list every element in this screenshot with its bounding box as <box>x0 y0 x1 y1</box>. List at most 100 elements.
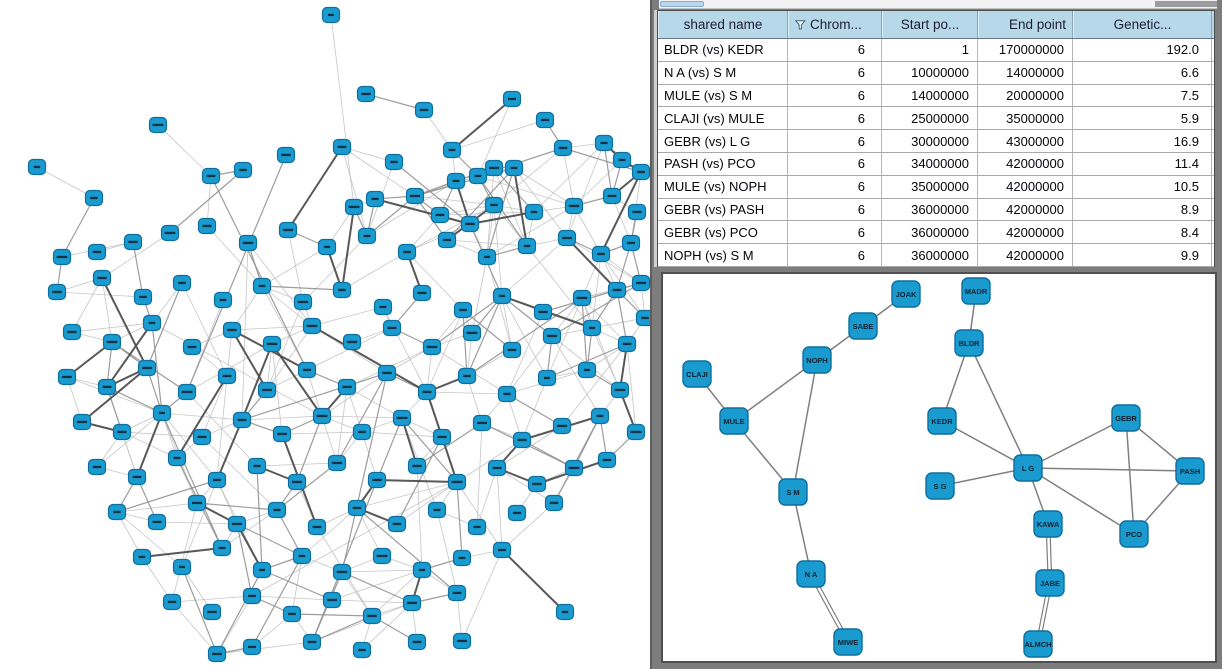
network-node[interactable] <box>57 368 77 386</box>
network-node[interactable] <box>453 301 473 319</box>
network-node[interactable] <box>242 587 262 605</box>
network-node[interactable] <box>564 197 584 215</box>
network-node[interactable] <box>227 515 247 533</box>
network-node[interactable] <box>327 454 347 472</box>
network-node[interactable] <box>257 381 277 399</box>
network-node-miwe[interactable]: MIWE <box>833 628 863 656</box>
network-node[interactable] <box>87 243 107 261</box>
network-node-gebr[interactable]: GEBR <box>1111 404 1141 432</box>
network-node[interactable] <box>484 196 504 214</box>
network-node[interactable] <box>502 341 522 359</box>
network-node[interactable] <box>627 203 647 221</box>
network-node[interactable] <box>460 215 480 233</box>
network-node[interactable] <box>533 303 553 321</box>
network-node[interactable] <box>377 364 397 382</box>
network-node[interactable] <box>553 139 573 157</box>
network-node[interactable] <box>597 451 617 469</box>
network-node[interactable] <box>621 234 641 252</box>
network-node[interactable] <box>442 141 462 159</box>
network-node[interactable] <box>492 287 512 305</box>
network-node[interactable] <box>276 146 296 164</box>
network-node[interactable] <box>467 518 487 536</box>
filter-funnel-icon[interactable] <box>795 19 806 30</box>
network-node[interactable] <box>414 101 434 119</box>
network-node[interactable] <box>133 288 153 306</box>
network-node[interactable] <box>167 449 187 467</box>
network-node[interactable] <box>287 473 307 491</box>
table-row[interactable]: CLAJI (vs) MULE 6 25000000 35000000 5.9 <box>658 107 1214 131</box>
network-node[interactable] <box>457 367 477 385</box>
network-node[interactable] <box>207 471 227 489</box>
network-node-sabe[interactable]: SABE <box>848 312 878 340</box>
network-node-s-g[interactable]: S G <box>925 472 955 500</box>
scrollbar-thumb[interactable] <box>660 1 704 7</box>
network-node[interactable] <box>397 243 417 261</box>
network-node[interactable] <box>147 513 167 531</box>
network-node[interactable] <box>407 457 427 475</box>
column-header-start-po[interactable]: Start po... <box>882 11 978 38</box>
network-node[interactable] <box>427 501 447 519</box>
network-node[interactable] <box>137 359 157 377</box>
network-node[interactable] <box>47 283 67 301</box>
network-node[interactable] <box>123 233 143 251</box>
network-node[interactable] <box>132 548 152 566</box>
network-node[interactable] <box>447 584 467 602</box>
network-node[interactable] <box>405 187 425 205</box>
network-node-bldr[interactable]: BLDR <box>954 329 984 357</box>
network-node-noph[interactable]: NOPH <box>802 346 832 374</box>
network-node-n-a[interactable]: N A <box>796 560 826 588</box>
network-node[interactable] <box>524 203 544 221</box>
network-node[interactable] <box>492 541 512 559</box>
network-node[interactable] <box>347 499 367 517</box>
network-node[interactable] <box>365 190 385 208</box>
network-node[interactable] <box>552 417 572 435</box>
network-node[interactable] <box>612 151 632 169</box>
network-node[interactable] <box>317 238 337 256</box>
network-node[interactable] <box>512 431 532 449</box>
network-node[interactable] <box>610 381 630 399</box>
network-node[interactable] <box>187 494 207 512</box>
network-node[interactable] <box>344 198 364 216</box>
network-node[interactable] <box>631 163 650 181</box>
network-node[interactable] <box>337 378 357 396</box>
network-node-s-m[interactable]: S M <box>778 478 808 506</box>
network-node[interactable] <box>182 338 202 356</box>
network-node[interactable] <box>27 158 47 176</box>
network-node[interactable] <box>367 471 387 489</box>
column-header-genetic[interactable]: Genetic... <box>1073 11 1212 38</box>
network-node[interactable] <box>312 407 332 425</box>
network-node[interactable] <box>477 248 497 266</box>
network-node[interactable] <box>447 473 467 491</box>
network-node[interactable] <box>407 633 427 651</box>
network-node-almch[interactable]: ALMCH <box>1023 630 1053 658</box>
network-node[interactable] <box>504 159 524 177</box>
network-node[interactable] <box>412 284 432 302</box>
network-node[interactable] <box>207 645 227 663</box>
table-row[interactable]: PASH (vs) PCO 6 34000000 42000000 11.4 <box>658 152 1214 176</box>
column-header-chrom[interactable]: Chrom... <box>788 11 882 38</box>
column-header-shared-name[interactable]: shared name <box>658 11 788 38</box>
network-node[interactable] <box>468 167 488 185</box>
network-node[interactable] <box>84 189 104 207</box>
network-node[interactable] <box>542 327 562 345</box>
network-node[interactable] <box>382 319 402 337</box>
network-node[interactable] <box>142 314 162 332</box>
network-node[interactable] <box>233 161 253 179</box>
network-node[interactable] <box>352 641 372 659</box>
network-node[interactable] <box>87 458 107 476</box>
network-node[interactable] <box>472 414 492 432</box>
network-node[interactable] <box>373 298 393 316</box>
network-node[interactable] <box>607 281 627 299</box>
network-node[interactable] <box>197 217 217 235</box>
network-node[interactable] <box>321 6 341 24</box>
network-node[interactable] <box>582 319 602 337</box>
network-node[interactable] <box>267 501 287 519</box>
network-node[interactable] <box>497 385 517 403</box>
subnetwork-canvas[interactable]: JOAK SABE NOPH CLAJI MULE S M N A MIWE MADR BLDR K… <box>663 274 1215 661</box>
network-node-mule[interactable]: MULE <box>719 407 749 435</box>
main-network-canvas[interactable] <box>0 0 650 669</box>
network-node[interactable] <box>322 591 342 609</box>
table-row[interactable]: MULE (vs) S M 6 14000000 20000000 7.5 <box>658 84 1214 108</box>
network-node[interactable] <box>462 324 482 342</box>
network-node[interactable] <box>564 459 584 477</box>
